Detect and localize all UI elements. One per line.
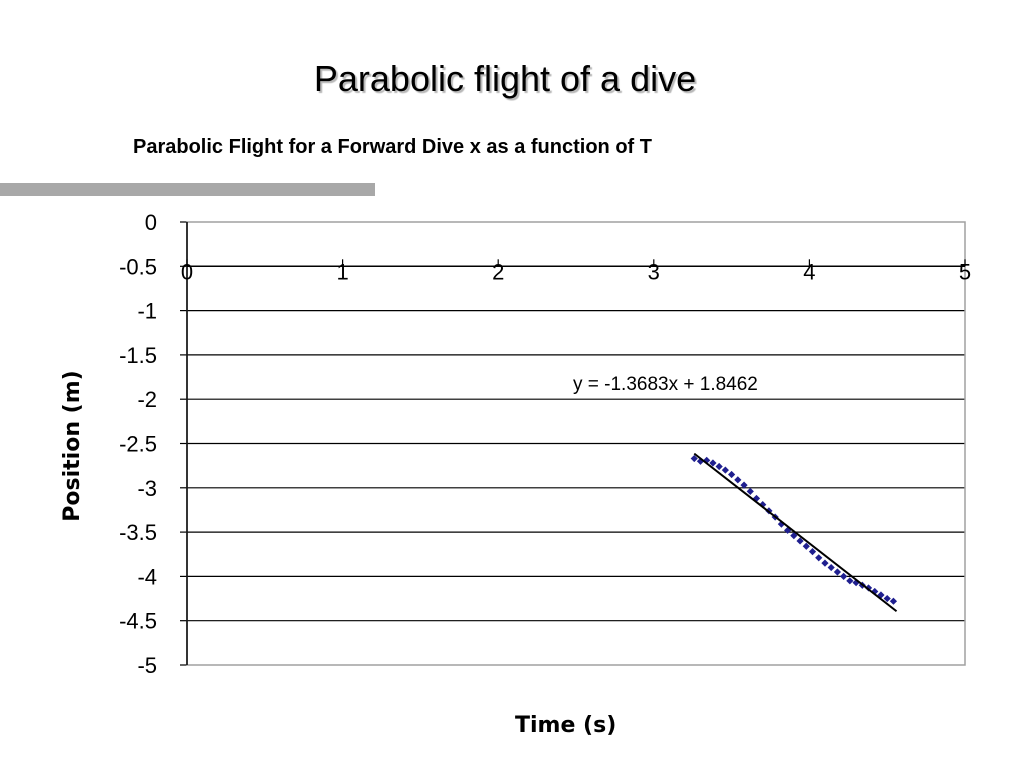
data-point — [815, 554, 823, 562]
slide-title: Parabolic flight of a dive — [313, 58, 697, 99]
x-axis-label: Time (s) — [515, 713, 616, 738]
y-tick-label: -2.5 — [119, 432, 157, 457]
x-tick-label: 1 — [336, 259, 348, 284]
x-tick-label: 5 — [959, 259, 971, 284]
y-tick-label: 0 — [145, 210, 157, 235]
data-point — [721, 466, 729, 474]
data-point — [734, 476, 742, 484]
data-point — [728, 470, 736, 479]
data-point — [877, 591, 885, 599]
data-point — [808, 547, 817, 556]
x-tick-label: 2 — [492, 259, 504, 284]
trendline — [693, 452, 898, 613]
data-point — [871, 587, 879, 596]
x-tick-label: 0 — [181, 259, 193, 284]
trendline-equation: y = -1.3683x + 1.8462 — [573, 374, 758, 395]
data-point — [821, 559, 829, 567]
y-axis-label: Position (m) — [60, 370, 85, 521]
data-point — [690, 454, 698, 463]
data-point — [889, 597, 898, 605]
y-tick-label: -3.5 — [119, 520, 157, 545]
y-tick-label: -1 — [137, 299, 157, 324]
data-point — [827, 563, 835, 572]
chart-title: Parabolic Flight for a Forward Dive x as… — [133, 136, 652, 158]
y-tick-label: -2 — [137, 387, 157, 412]
gridlines — [180, 221, 965, 666]
y-tick-labels: 0 -0.5 -1 -1.5 -2 -2.5 -3 -3.5 -4 -4.5 -5 — [119, 210, 157, 678]
data-point — [715, 462, 723, 471]
y-tick-label: -4 — [137, 564, 157, 589]
x-tick-labels: 0 1 2 3 4 5 — [181, 259, 971, 284]
data-point — [709, 459, 717, 467]
data-point — [746, 487, 754, 495]
data-point — [833, 568, 842, 576]
data-point — [840, 572, 848, 580]
data-point — [759, 501, 767, 509]
decorative-bar — [0, 183, 375, 196]
data-point — [796, 537, 804, 545]
data-point — [740, 481, 748, 489]
y-tick-label: -4.5 — [119, 609, 157, 634]
y-tick-label: -5 — [137, 653, 157, 678]
y-tick-label: -0.5 — [119, 254, 157, 279]
x-tick-label: 3 — [648, 259, 660, 284]
data-point — [846, 577, 854, 585]
data-point — [802, 542, 810, 550]
data-point — [696, 457, 705, 465]
data-point — [883, 594, 891, 603]
x-tick-label: 4 — [803, 259, 815, 284]
y-tick-label: -1.5 — [119, 343, 157, 368]
axes — [186, 222, 966, 665]
data-points — [690, 454, 898, 605]
y-tick-label: -3 — [137, 476, 157, 501]
